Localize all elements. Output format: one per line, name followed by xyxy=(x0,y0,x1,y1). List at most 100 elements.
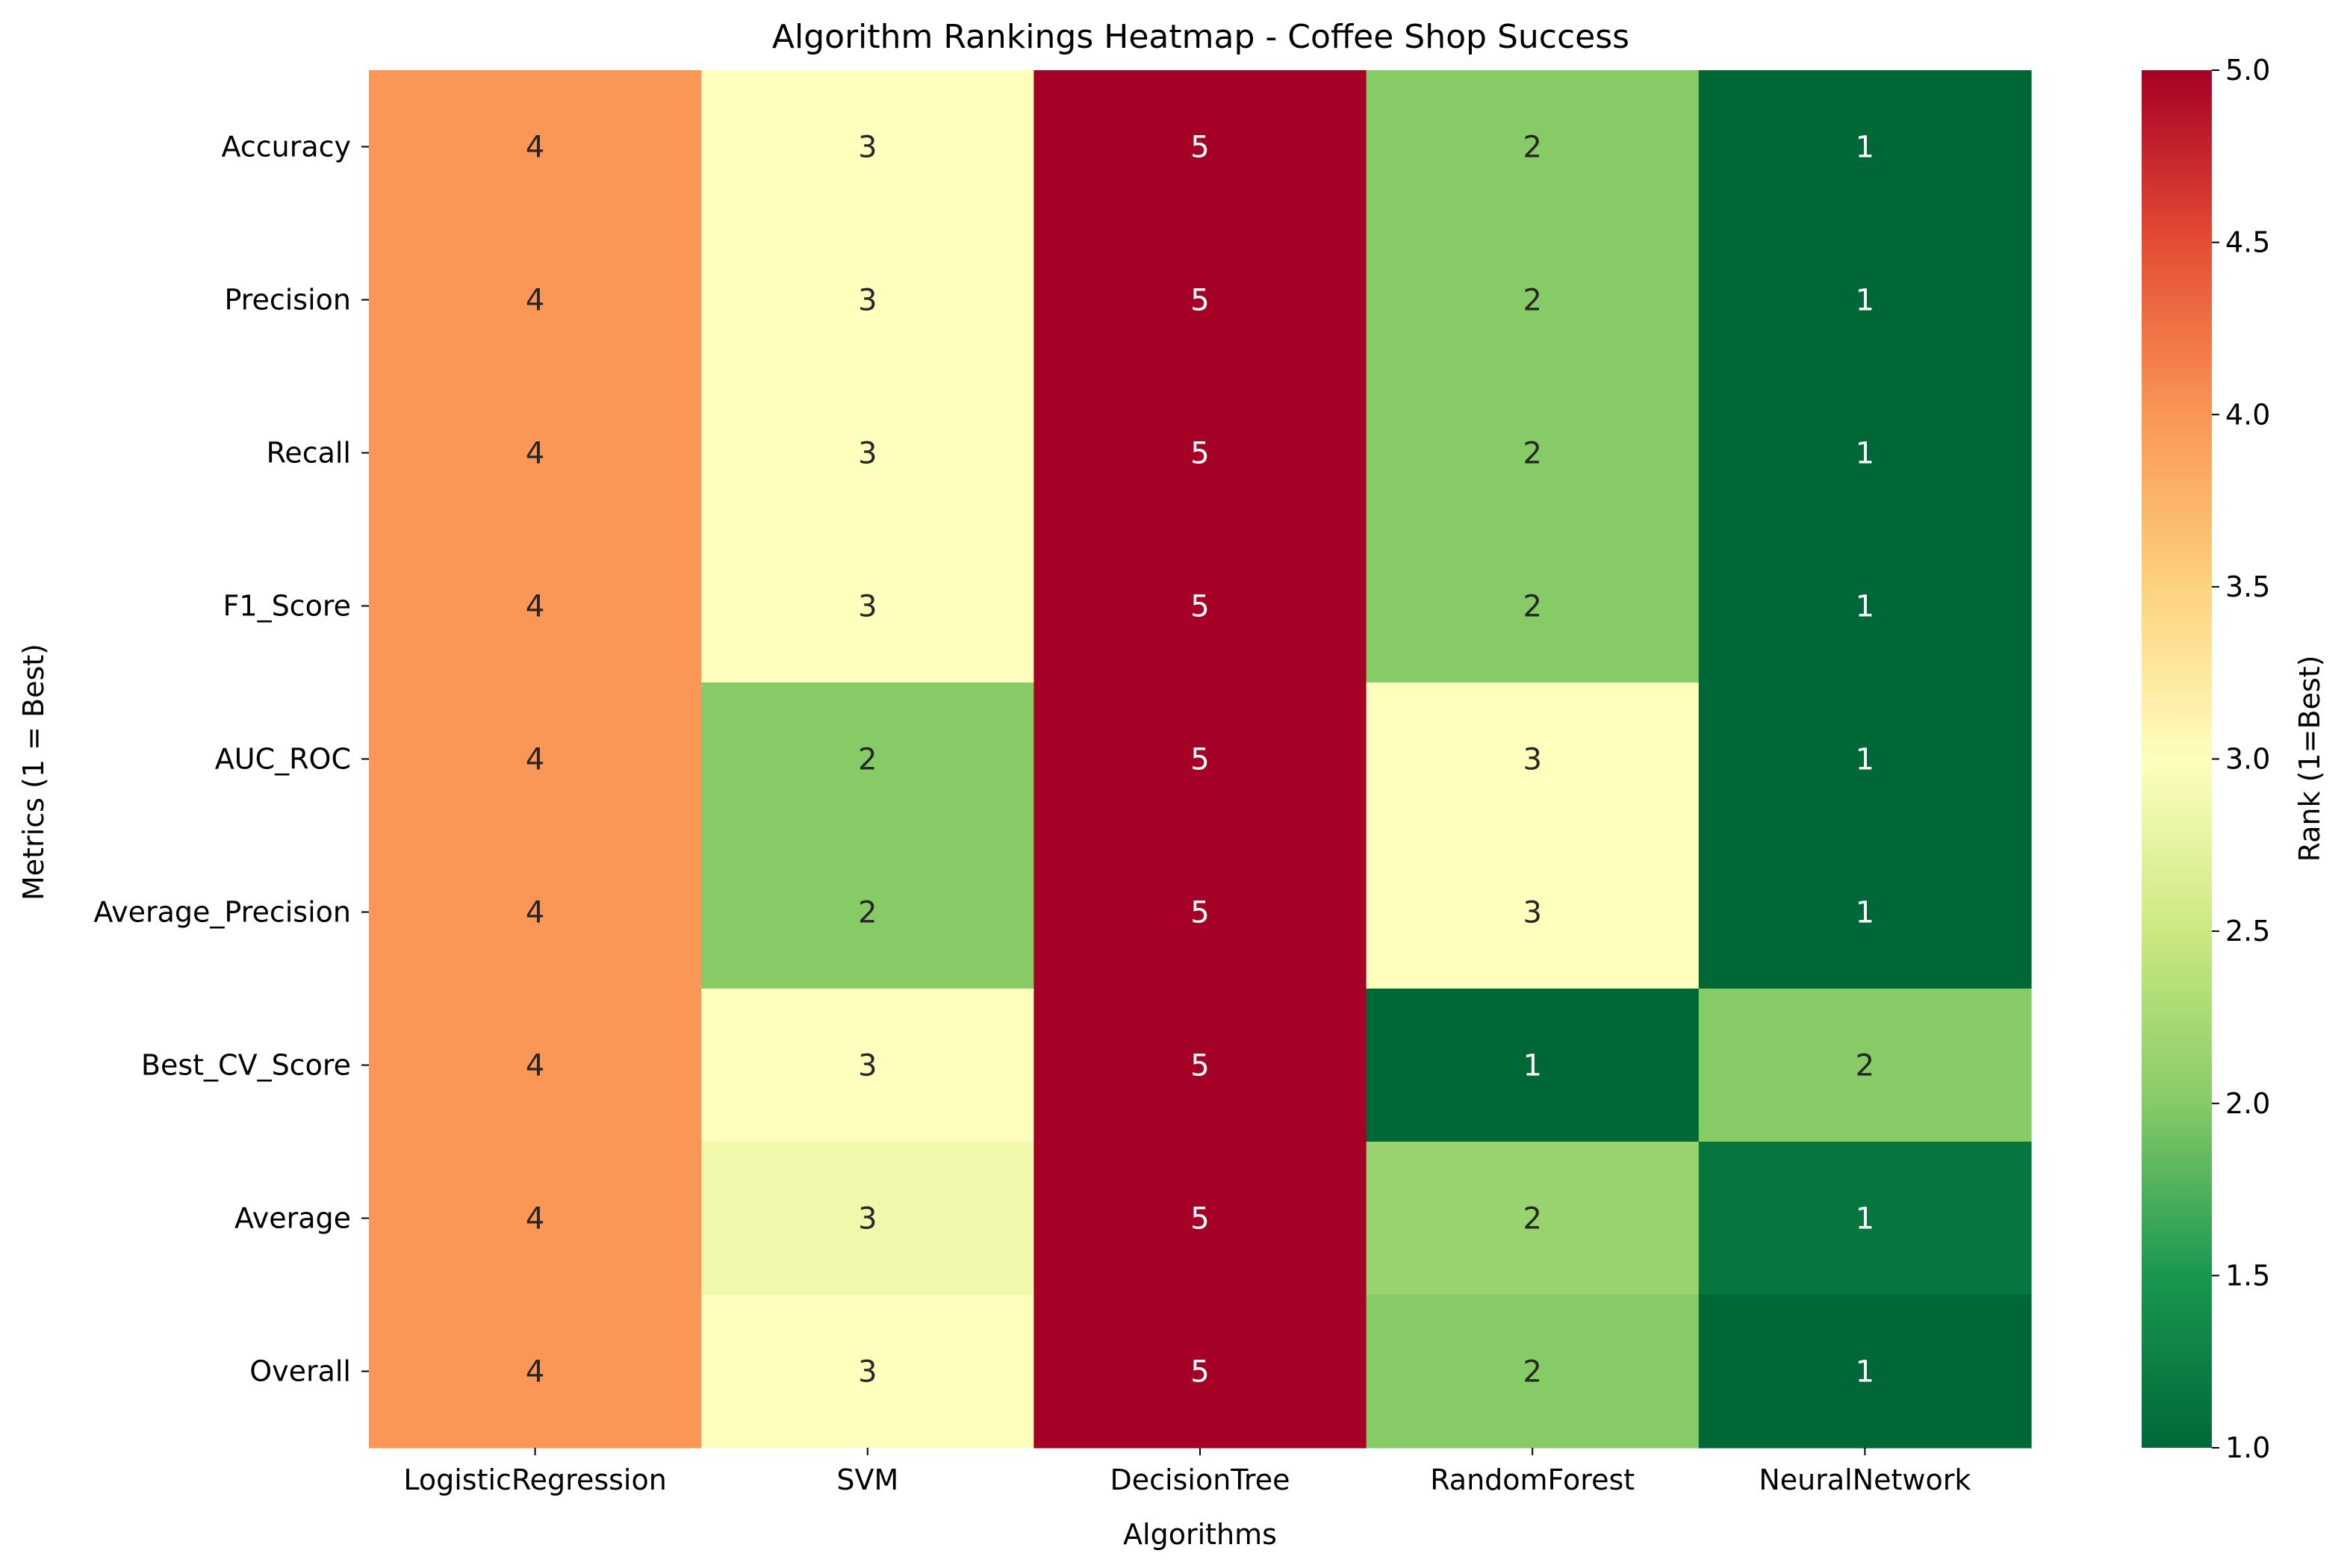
y-axis-ticks: Accuracy Precision Recall F1_Score AUC_ROC Av… xyxy=(93,131,369,1388)
heatmap-cell xyxy=(1698,70,2032,224)
cell-value-label: 4 xyxy=(526,1049,544,1083)
heatmap-cell xyxy=(1033,989,1367,1142)
cell-value-label: 3 xyxy=(858,131,877,165)
colorbar-tick-label: 2.5 xyxy=(2225,915,2270,948)
heatmap-cell xyxy=(1698,1295,2032,1449)
cell-value-label: 5 xyxy=(1190,1202,1209,1236)
cell-value-label: 5 xyxy=(1190,896,1209,930)
y-tick-label: Precision xyxy=(224,284,351,317)
cell-value-label: 1 xyxy=(1856,743,1874,777)
cell-value-label: 4 xyxy=(526,1355,544,1390)
heatmap-cell xyxy=(1033,1142,1367,1295)
cell-value-label: 5 xyxy=(1190,437,1209,471)
y-tick-label: Average xyxy=(234,1202,351,1235)
heatmap-cell xyxy=(701,989,1034,1142)
y-tick-label: Recall xyxy=(267,437,351,470)
cell-value-label: 4 xyxy=(526,896,544,930)
cell-value-label: 1 xyxy=(1856,131,1874,165)
heatmap-cell xyxy=(1033,1295,1367,1449)
heatmap-cell xyxy=(701,1295,1034,1449)
heatmap-cell xyxy=(1366,836,1700,989)
heatmap-cell xyxy=(1033,682,1367,836)
cell-labels: 4 3 5 2 1 4 3 5 2 1 4 3 5 2 1 4 3 5 2 1 4 2 5 3 1 4 2 5 3 1 4 3 5 1 2 4 3 5 2 1… xyxy=(526,131,1874,1390)
heatmap-cell xyxy=(1366,682,1700,836)
x-tick-label: RandomForest xyxy=(1430,1463,1635,1496)
colorbar-tick-label: 1.0 xyxy=(2225,1431,2270,1464)
x-tick-label: LogisticRegression xyxy=(403,1463,666,1496)
heatmap-cell xyxy=(369,529,702,683)
chart-title: Algorithm Rankings Heatmap - Coffee Shop… xyxy=(772,18,1629,56)
cell-value-label: 2 xyxy=(1523,284,1541,318)
x-tick-label: NeuralNetwork xyxy=(1759,1463,1971,1496)
cell-value-label: 3 xyxy=(858,437,877,471)
heatmap-cell xyxy=(369,1142,702,1295)
y-tick-label: Accuracy xyxy=(222,131,352,164)
heatmap-cell xyxy=(1698,836,2032,989)
heatmap-cell xyxy=(1698,682,2032,836)
heatmap-cell xyxy=(1033,70,1367,224)
heatmap-cell xyxy=(1698,376,2032,530)
cell-value-label: 2 xyxy=(858,743,877,777)
x-tick-label: SVM xyxy=(836,1463,898,1496)
colorbar-tick-label: 4.0 xyxy=(2225,398,2270,431)
cell-value-label: 2 xyxy=(1523,131,1541,165)
cell-value-label: 2 xyxy=(1856,1049,1874,1083)
heatmap-cell xyxy=(1033,376,1367,530)
cell-value-label: 4 xyxy=(526,590,544,624)
x-tick-label: DecisionTree xyxy=(1110,1463,1290,1496)
heatmap-cell xyxy=(1366,989,1700,1142)
cell-value-label: 1 xyxy=(1856,437,1874,471)
heatmap-cell xyxy=(369,836,702,989)
y-tick-label: AUC_ROC xyxy=(215,743,351,776)
heatmap-cell xyxy=(1366,223,1700,377)
y-tick-label: Average_Precision xyxy=(93,896,351,929)
cell-value-label: 4 xyxy=(526,437,544,471)
cell-value-label: 3 xyxy=(1523,743,1541,777)
colorbar-tick-label: 3.5 xyxy=(2225,570,2270,603)
cell-value-label: 3 xyxy=(858,1049,877,1083)
heatmap-cell xyxy=(701,70,1034,224)
heatmap-cell xyxy=(1033,223,1367,377)
heatmap-cells xyxy=(369,70,2032,1449)
heatmap-cell xyxy=(1366,376,1700,530)
heatmap-cell xyxy=(369,1295,702,1449)
cell-value-label: 1 xyxy=(1856,1355,1874,1390)
cell-value-label: 2 xyxy=(858,896,877,930)
colorbar-ticks: 1.0 1.5 2.0 2.5 3.0 3.5 4.0 4.5 5.0 xyxy=(2212,54,2270,1464)
cell-value-label: 3 xyxy=(858,284,877,318)
cell-value-label: 1 xyxy=(1856,284,1874,318)
colorbar-tick-label: 4.5 xyxy=(2225,226,2270,259)
heatmap-cell xyxy=(369,70,702,224)
colorbar-tick-label: 3.0 xyxy=(2225,743,2270,776)
heatmap-cell xyxy=(369,989,702,1142)
heatmap-cell xyxy=(369,376,702,530)
cell-value-label: 5 xyxy=(1190,1355,1209,1390)
colorbar-tick-label: 1.5 xyxy=(2225,1259,2270,1292)
heatmap-cell xyxy=(1366,529,1700,683)
heatmap-cell xyxy=(1366,1295,1700,1449)
y-axis-label: Metrics (1 = Best) xyxy=(17,644,50,900)
cell-value-label: 1 xyxy=(1856,1202,1874,1236)
heatmap-cell xyxy=(1033,529,1367,683)
heatmap-cell xyxy=(701,682,1034,836)
cell-value-label: 1 xyxy=(1523,1049,1541,1083)
cell-value-label: 1 xyxy=(1856,590,1874,624)
cell-value-label: 4 xyxy=(526,131,544,165)
heatmap-cell xyxy=(1698,223,2032,377)
cell-value-label: 5 xyxy=(1190,590,1209,624)
cell-value-label: 2 xyxy=(1523,437,1541,471)
cell-value-label: 5 xyxy=(1190,1049,1209,1083)
heatmap-cell xyxy=(1033,836,1367,989)
colorbar-tick-label: 5.0 xyxy=(2225,54,2270,87)
x-axis-ticks: LogisticRegression SVM DecisionTree RandomF… xyxy=(403,1448,1971,1496)
heatmap-cell xyxy=(701,1142,1034,1295)
heatmap-cell xyxy=(1366,70,1700,224)
cell-value-label: 3 xyxy=(858,590,877,624)
heatmap-cell xyxy=(1698,529,2032,683)
cell-value-label: 3 xyxy=(858,1202,877,1236)
colorbar-tick-label: 2.0 xyxy=(2225,1087,2270,1120)
heatmap-cell xyxy=(701,529,1034,683)
cell-value-label: 2 xyxy=(1523,1355,1541,1390)
colorbar-label: Rank (1=Best) xyxy=(2293,656,2326,862)
